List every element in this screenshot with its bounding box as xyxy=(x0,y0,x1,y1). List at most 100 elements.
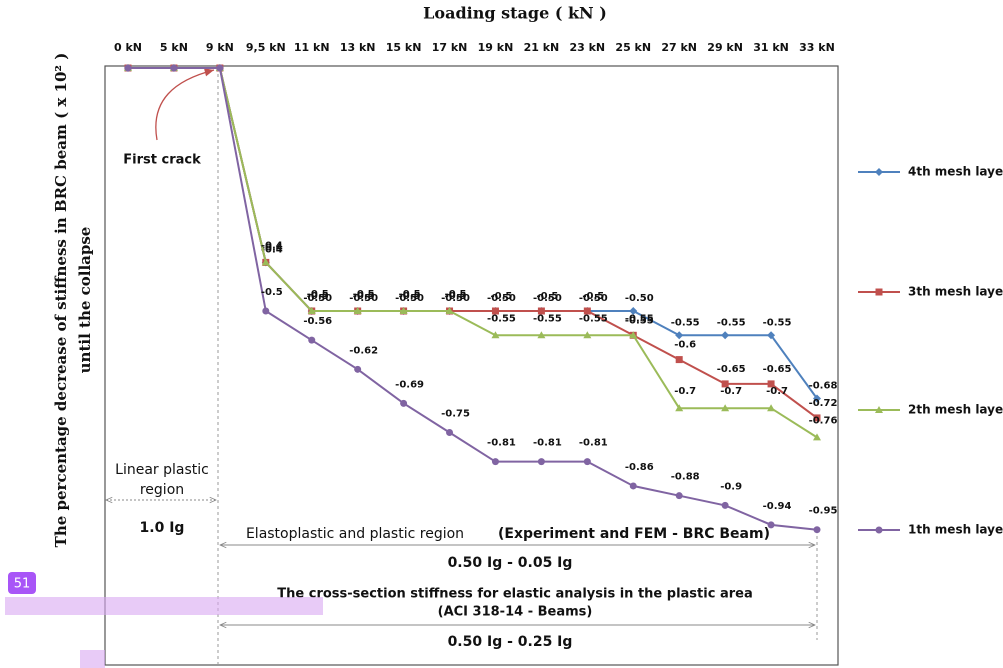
crack-arrow xyxy=(155,68,215,141)
point xyxy=(445,307,454,314)
x-tick-label: 9 kN xyxy=(206,41,234,54)
x-tick-label: 25 kN xyxy=(615,41,651,54)
value-label: -0.56 xyxy=(303,316,332,327)
legend-marker xyxy=(875,168,883,176)
point xyxy=(537,331,546,339)
annotation: 0.50 Ig - 0.05 Ig xyxy=(448,555,573,571)
annotation: Linear plastic xyxy=(115,462,209,478)
value-label: -0.72 xyxy=(809,398,838,409)
value-label: -0.50 xyxy=(533,293,562,304)
value-label: -0.50 xyxy=(579,293,608,304)
point xyxy=(813,394,821,403)
point xyxy=(583,307,591,315)
annotation: region xyxy=(140,482,184,498)
series-line xyxy=(128,67,818,439)
value-label: -0.7 xyxy=(674,386,696,397)
point xyxy=(767,380,775,388)
value-label: -0.50 xyxy=(395,293,424,304)
point xyxy=(767,331,776,340)
x-tick-label: 23 kN xyxy=(569,41,605,54)
value-label: -0.50 xyxy=(625,293,654,304)
value-label: -0.94 xyxy=(763,501,792,512)
point xyxy=(813,414,821,422)
point xyxy=(675,331,684,340)
point xyxy=(354,365,362,373)
legend-marker xyxy=(875,406,883,413)
point xyxy=(583,331,592,339)
point xyxy=(262,307,270,315)
x-tick-label: 15 kN xyxy=(386,41,422,54)
value-label: -0.81 xyxy=(487,438,516,449)
y-axis-title: The percentage decrease of stiffness in … xyxy=(52,53,94,548)
value-label: -0.5 xyxy=(399,289,421,300)
value-label: -0.5 xyxy=(399,291,421,302)
value-label: -0.62 xyxy=(349,345,378,356)
legend-label: 2th mesh layer xyxy=(908,403,1003,417)
value-label: -0.5 xyxy=(307,291,329,302)
point xyxy=(353,307,362,314)
value-label: -0.5 xyxy=(353,289,375,300)
value-label: -0.4 xyxy=(261,242,283,253)
value-label: -0.7 xyxy=(766,386,788,397)
point xyxy=(491,307,499,315)
annotation: Elastoplastic and plastic region xyxy=(246,526,464,542)
value-label: -0.5 xyxy=(261,287,283,298)
point xyxy=(491,458,499,466)
badge-label: 51 xyxy=(14,577,31,592)
value-label: -0.55 xyxy=(625,313,654,324)
x-tick-label: 31 kN xyxy=(753,41,789,54)
point xyxy=(308,336,316,344)
value-label: -0.4 xyxy=(261,244,283,255)
value-label: -0.55 xyxy=(579,313,608,324)
x-tick-label: 21 kN xyxy=(524,41,560,54)
point xyxy=(675,492,683,500)
point xyxy=(813,526,821,534)
x-tick-label: 11 kN xyxy=(294,41,330,54)
point xyxy=(629,482,637,490)
value-label: -0.69 xyxy=(395,379,424,390)
value-label: -0.55 xyxy=(533,313,562,324)
value-label: -0.6 xyxy=(674,340,696,351)
y-label-line: The percentage decrease of stiffness in … xyxy=(52,53,70,548)
point xyxy=(721,501,729,509)
value-label: -0.9 xyxy=(720,481,742,492)
value-label: -0.86 xyxy=(625,462,654,473)
annotation: The cross-section stiffness for elastic … xyxy=(277,587,752,602)
value-label: -0.76 xyxy=(809,415,838,426)
value-label: -0.55 xyxy=(717,317,746,328)
point xyxy=(675,356,683,364)
point xyxy=(216,64,224,72)
legend-label: 4th mesh layer xyxy=(908,165,1003,179)
point xyxy=(399,307,408,314)
value-label: -0.65 xyxy=(763,364,792,375)
value-label: -0.5 xyxy=(491,291,513,302)
legend-marker xyxy=(875,288,883,296)
x-tick-label: 0 kN xyxy=(114,41,142,54)
point xyxy=(261,258,270,266)
value-label: -0.7 xyxy=(720,386,742,397)
point xyxy=(813,433,821,441)
point xyxy=(307,307,316,314)
point xyxy=(124,64,132,72)
value-label: -0.5 xyxy=(353,291,375,302)
value-label: -0.81 xyxy=(533,438,562,449)
value-label: -0.75 xyxy=(441,409,470,420)
annotation: 0.50 Ig - 0.25 Ig xyxy=(448,634,573,650)
point xyxy=(767,521,775,529)
annotation: (Experiment and FEM - BRC Beam) xyxy=(498,526,770,542)
series-line xyxy=(128,67,818,531)
value-label: -0.5 xyxy=(582,291,604,302)
point xyxy=(675,404,684,412)
value-label: -0.55 xyxy=(625,315,654,326)
value-label: -0.4 xyxy=(261,240,283,251)
badge[interactable] xyxy=(8,572,36,594)
value-label: -0.5 xyxy=(536,291,558,302)
point xyxy=(721,404,730,412)
point xyxy=(583,458,591,466)
highlight xyxy=(80,650,105,668)
value-label: -0.5 xyxy=(445,291,467,302)
x-tick-label: 19 kN xyxy=(478,41,514,54)
plot-frame xyxy=(104,65,839,666)
legend-label: 3th mesh layer xyxy=(908,285,1003,299)
